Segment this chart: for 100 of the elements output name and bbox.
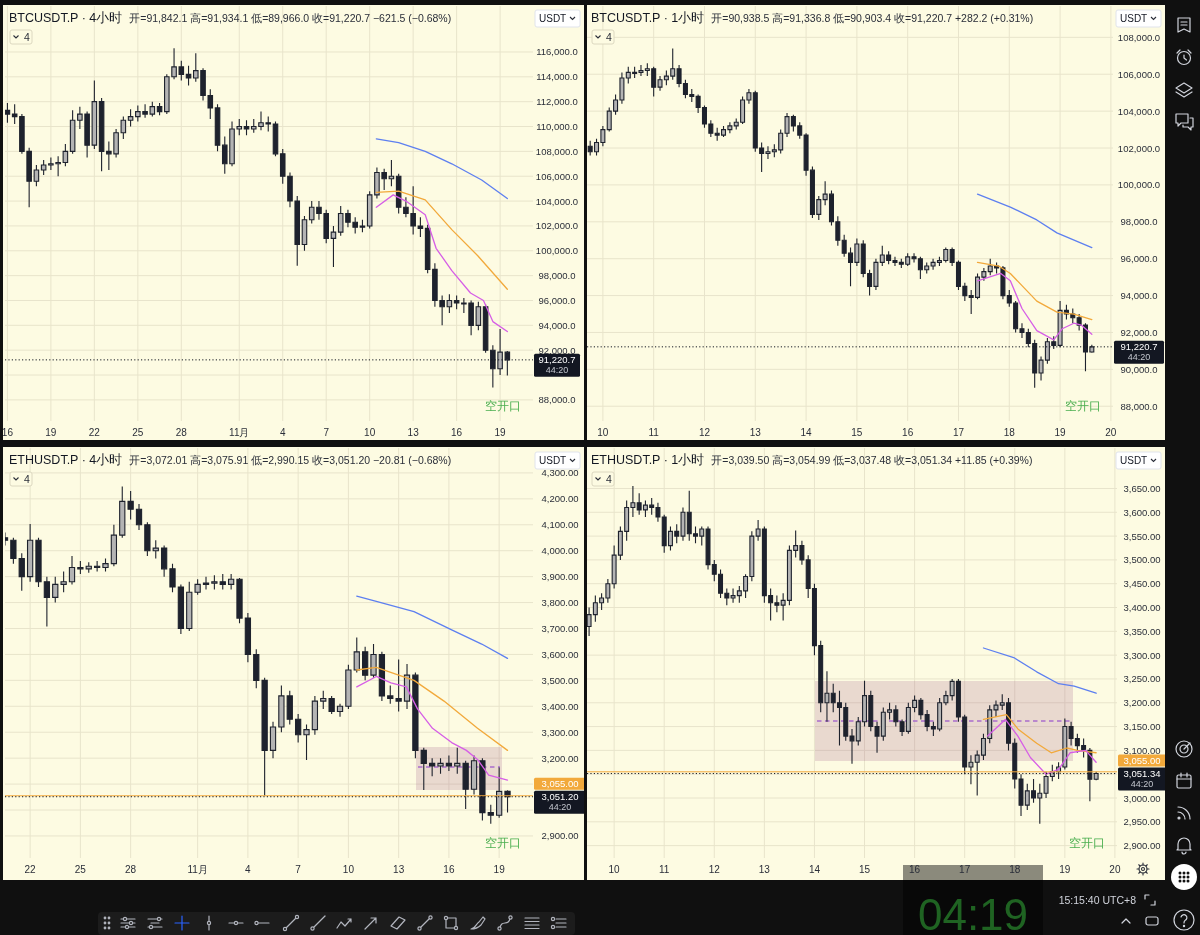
candlestick (169, 563, 176, 593)
x-tick-label: 17 (952, 426, 965, 438)
x-tick-label: 13 (758, 863, 771, 875)
text: 44:20 (545, 365, 569, 376)
y-tick-label: 94,000.0 (1120, 290, 1158, 302)
chart-title: BTCUSDT.P · 1小时 (591, 10, 705, 26)
x-tick-label: 10 (364, 426, 376, 438)
x-tick-label: 28 (175, 426, 188, 438)
x-tick-label: 19 (494, 426, 507, 438)
candlestick (272, 121, 279, 157)
x-tick-label: 14 (800, 426, 813, 438)
candlestick (286, 690, 293, 725)
text: 04:19 (917, 890, 1029, 935)
chart-title: ETHUSDT.P · 4小时 (9, 452, 123, 468)
candlestick (227, 573, 235, 591)
y-tick-label: 98,000.0 (538, 270, 576, 282)
candlestick (244, 612, 252, 663)
x-tick-label: 4 (279, 426, 286, 438)
y-tick-label: 116,000.0 (536, 46, 578, 58)
chart-title: ETHUSDT.P · 1小时 (591, 452, 705, 468)
candlestick (278, 685, 285, 733)
candlestick (135, 503, 143, 531)
y-tick-label: 3,600.00 (1123, 506, 1161, 518)
y-tick-label: 3,350.00 (1123, 625, 1161, 637)
y-tick-label: 108,000.0 (1117, 31, 1161, 43)
candlestick (102, 557, 109, 572)
chart-title: BTCUSDT.P · 4小时 (9, 10, 123, 26)
candlestick (370, 643, 377, 679)
text: 开=3,039.50 高=3,054.99 低=3,037.48 收=3,051.34 +11.85 (+0.39%) (711, 453, 1033, 468)
dropdown-button: USDT (1115, 451, 1162, 470)
y-tick-label: 110,000.0 (536, 121, 578, 133)
annotation: 空开口 (1069, 836, 1105, 850)
x-tick-label: 7 (323, 426, 330, 438)
candlestick (202, 576, 210, 591)
candlestick (236, 577, 243, 624)
candlestick (152, 539, 159, 560)
candlestick (437, 757, 444, 775)
candlestick (353, 637, 360, 674)
ref-line-label: 3,055.00 (541, 778, 579, 790)
x-tick-label: 16 (451, 426, 463, 438)
x-tick-label: 13 (407, 426, 420, 438)
annotation: 4 (606, 473, 612, 485)
y-tick-label: 104,000.0 (1117, 105, 1161, 117)
candlestick (412, 672, 419, 759)
text: 15:15:40 UTC+8 (1058, 894, 1137, 906)
candlestick (43, 576, 51, 627)
x-tick-label: 4 (245, 863, 252, 875)
dropdown-button: USDT (534, 451, 581, 470)
toggle-button: 4 (9, 471, 33, 487)
x-tick-label: 10 (342, 863, 355, 875)
ref-line-label: 3,051.20 (541, 791, 579, 803)
dropdown-button: USDT (1115, 9, 1162, 28)
text: 44:20 (1127, 352, 1151, 363)
x-tick-label: 28 (125, 863, 137, 875)
candlestick (362, 646, 369, 681)
candlestick (345, 664, 352, 710)
candlestick (243, 119, 250, 136)
candlestick (35, 537, 42, 588)
y-tick-label: 3,100.00 (1123, 744, 1161, 756)
candlestick (420, 747, 427, 791)
x-tick-label: 13 (749, 426, 762, 438)
candlestick (18, 552, 25, 592)
x-tick-label: 18 (1009, 863, 1021, 875)
x-tick-label: 19 (1059, 863, 1071, 875)
candlestick (185, 65, 192, 87)
toggle-button: 4 (9, 29, 33, 45)
text: 开=3,072.01 高=3,075.91 低=2,990.15 收=3,051.20 −20.81 (−0.68%) (129, 453, 452, 468)
candlestick (98, 97, 105, 172)
y-tick-label: 3,000.00 (1123, 792, 1161, 804)
y-tick-label: 4,300.00 (541, 467, 579, 479)
y-tick-label: 90,000.0 (1120, 363, 1158, 375)
candlestick (110, 524, 118, 567)
candlestick (156, 102, 163, 116)
x-tick-label: 16 (1, 426, 14, 438)
candlestick (5, 102, 11, 124)
y-tick-label: 3,150.00 (1123, 721, 1161, 733)
x-tick-label: 7 (295, 863, 302, 875)
candlestick (470, 755, 478, 796)
candlestick (294, 713, 302, 744)
text: 44:20 (1130, 779, 1154, 790)
annotation: 4 (606, 31, 612, 43)
y-tick-label: 106,000.0 (535, 170, 579, 182)
candlestick (1062, 717, 1068, 770)
y-tick-label: 4,200.00 (541, 493, 579, 505)
candlestick (303, 723, 310, 761)
candlestick (219, 573, 226, 591)
x-tick-label: 20 (1105, 426, 1117, 438)
candlestick (52, 576, 59, 604)
x-tick-label: 19 (1054, 426, 1067, 438)
y-tick-label: 4,000.00 (541, 545, 579, 557)
candlestick (160, 544, 168, 578)
candlestick (336, 703, 344, 718)
candlestick (211, 574, 218, 591)
y-tick-label: 94,000.0 (538, 319, 576, 331)
y-tick-label: 3,400.00 (1123, 602, 1161, 614)
y-tick-label: 2,900.00 (541, 830, 579, 842)
candlestick (378, 651, 386, 702)
candlestick (10, 537, 17, 565)
y-tick-label: 3,600.00 (541, 648, 579, 660)
candlestick (85, 561, 92, 574)
